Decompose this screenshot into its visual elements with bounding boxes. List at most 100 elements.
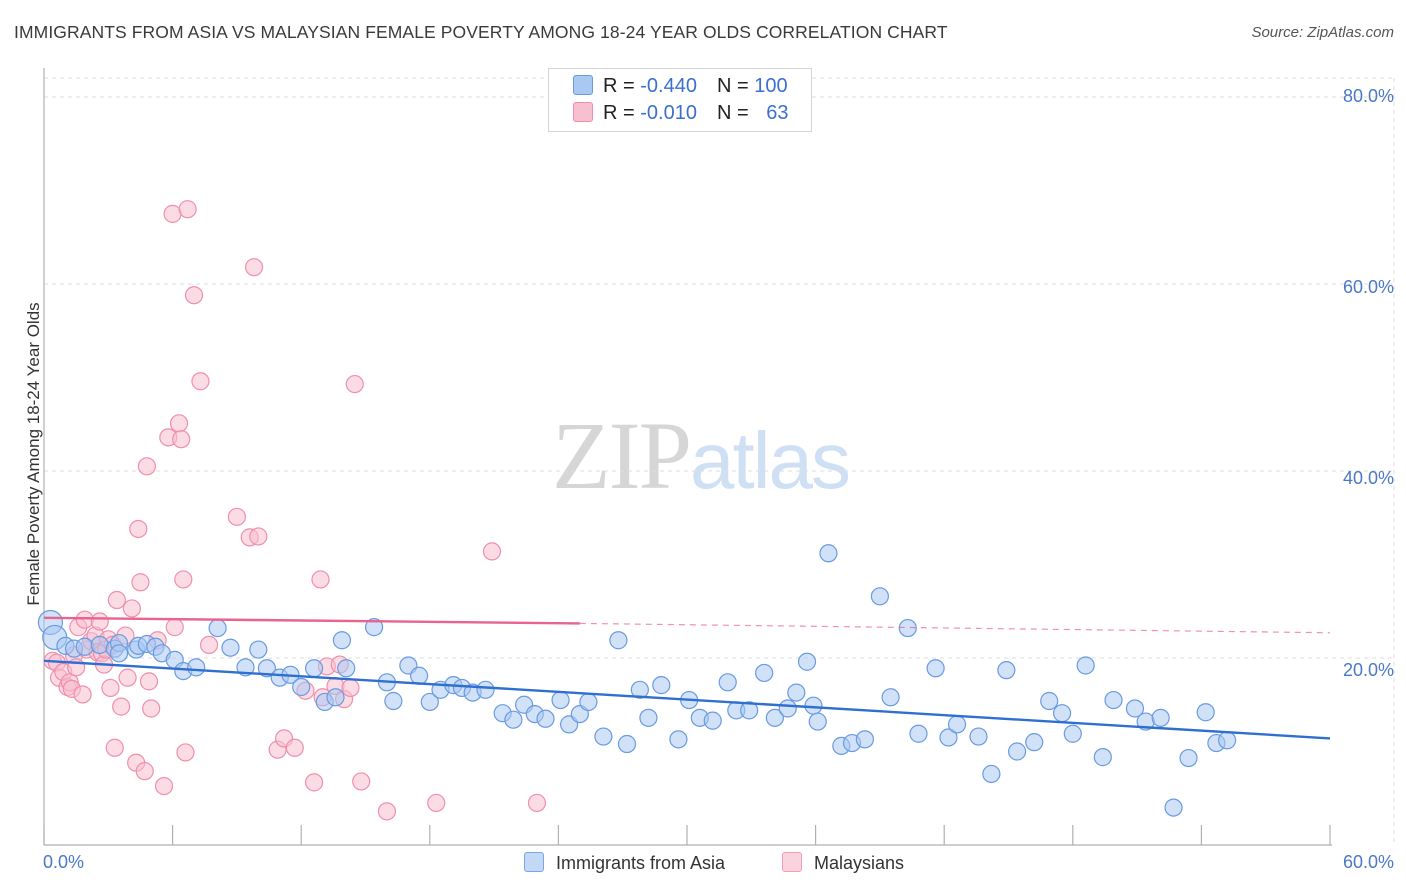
malaysians-point <box>178 200 197 219</box>
asia-point <box>304 659 324 678</box>
malaysians-point <box>107 590 126 610</box>
watermark-atlas: atlas <box>690 416 851 505</box>
bottom-swatch-malay <box>782 852 802 872</box>
asia-point <box>718 673 737 692</box>
asia-point <box>1093 748 1112 767</box>
legend-swatch-malay <box>573 102 593 122</box>
malaysians-point <box>352 772 371 791</box>
malaysians-point <box>137 457 156 476</box>
malaysians-point <box>377 802 397 821</box>
malaysians-point <box>118 668 137 687</box>
asia-point <box>778 699 797 718</box>
malaysians-point <box>244 258 264 277</box>
asia-point <box>1164 798 1183 817</box>
asia-point <box>787 683 806 702</box>
asia-point <box>1063 724 1082 743</box>
malaysians-point <box>427 793 446 813</box>
asia-point <box>551 690 570 710</box>
asia-point <box>1025 733 1044 752</box>
trend-lines <box>43 616 1331 740</box>
asia-point <box>1179 748 1198 768</box>
malaysians-point <box>129 519 148 539</box>
legend: R = -0.440 N = 100 R = -0.010 N = 63 <box>548 68 812 132</box>
x-tick-min: 0.0% <box>43 852 85 872</box>
asia-point <box>1007 742 1027 761</box>
asia-point <box>939 728 958 747</box>
malaysians-point <box>139 672 159 691</box>
malaysians-points <box>43 200 547 821</box>
asia-point <box>755 663 774 683</box>
asia-point <box>536 709 555 728</box>
malaysians-point <box>154 776 174 796</box>
malaysians-point <box>131 573 150 592</box>
malaysians-point <box>249 527 268 546</box>
legend-r-value-asia: -0.440 <box>640 75 697 97</box>
asia-point <box>208 618 227 638</box>
asia-point <box>257 659 277 678</box>
asia-point <box>75 637 94 656</box>
asia-point <box>898 618 917 638</box>
malaysians-point <box>345 374 364 394</box>
malaysians-point <box>90 612 109 631</box>
malaysians-point <box>169 414 189 433</box>
asia-point <box>1052 704 1072 723</box>
asia-point <box>669 730 688 749</box>
legend-swatch-asia <box>573 75 593 95</box>
asia-point <box>326 688 345 707</box>
legend-n-label-asia: N = <box>716 75 755 97</box>
asia-point <box>630 680 649 699</box>
asia-point <box>1125 699 1145 718</box>
asia-point <box>982 764 1001 784</box>
asia-points <box>37 544 1237 817</box>
asia-point <box>594 727 613 746</box>
malaysians-point <box>122 599 141 618</box>
asia-point <box>579 692 598 712</box>
malaysians-point <box>101 678 120 698</box>
asia-point <box>337 659 356 678</box>
bottom-swatch-asia <box>524 852 544 872</box>
legend-r-label-asia: R = <box>603 75 641 97</box>
malaysians-point <box>527 793 547 813</box>
asia-point <box>652 676 671 695</box>
malaysians-point <box>174 570 193 589</box>
asia-point <box>1040 691 1059 711</box>
asia-point <box>765 708 784 727</box>
bottom-legend-malay-label: Malaysians <box>814 853 905 873</box>
asia-point <box>249 640 268 659</box>
legend-n-value-asia: 100 <box>754 75 788 97</box>
axes <box>43 68 1332 846</box>
asia-point <box>997 661 1016 680</box>
malaysians-point <box>199 635 219 655</box>
asia-point <box>1151 708 1170 727</box>
asia-point <box>1104 690 1123 710</box>
asia-point <box>504 710 523 729</box>
malaysians-point <box>482 542 502 561</box>
asia-point <box>797 652 817 671</box>
legend-row-asia: R = -0.440 N = 100 <box>573 75 788 101</box>
malaysians-point <box>184 286 204 305</box>
malaysians-point <box>112 697 131 716</box>
malaysians-point <box>227 507 246 526</box>
asia-trend-line <box>43 659 1331 740</box>
malaysians-point <box>105 738 124 757</box>
malaysians-trend-extension <box>579 622 1331 634</box>
asia-point <box>703 711 722 730</box>
watermark-zip: ZIP <box>552 402 692 509</box>
watermark: ZIPatlas <box>552 400 851 511</box>
chart-source: Source: ZipAtlas.com <box>1251 24 1394 41</box>
asia-point <box>292 677 311 697</box>
asia-point <box>221 638 240 657</box>
y-tick-80: 80.0% <box>1342 86 1394 106</box>
y-tick-40: 40.0% <box>1342 468 1394 488</box>
malaysians-trend-line <box>43 616 580 625</box>
malaysians-point <box>304 773 324 792</box>
asia-point <box>1196 703 1215 722</box>
malaysians-point <box>191 372 210 391</box>
asia-point <box>409 666 429 685</box>
legend-row-malay: R = -0.010 N = 63 <box>573 102 788 128</box>
legend-n-label-malay: N = <box>716 102 755 124</box>
asia-point <box>109 644 129 663</box>
bottom-legend-malay: Malaysians <box>782 852 904 874</box>
asia-point <box>617 734 637 754</box>
malaysians-point <box>163 204 182 223</box>
